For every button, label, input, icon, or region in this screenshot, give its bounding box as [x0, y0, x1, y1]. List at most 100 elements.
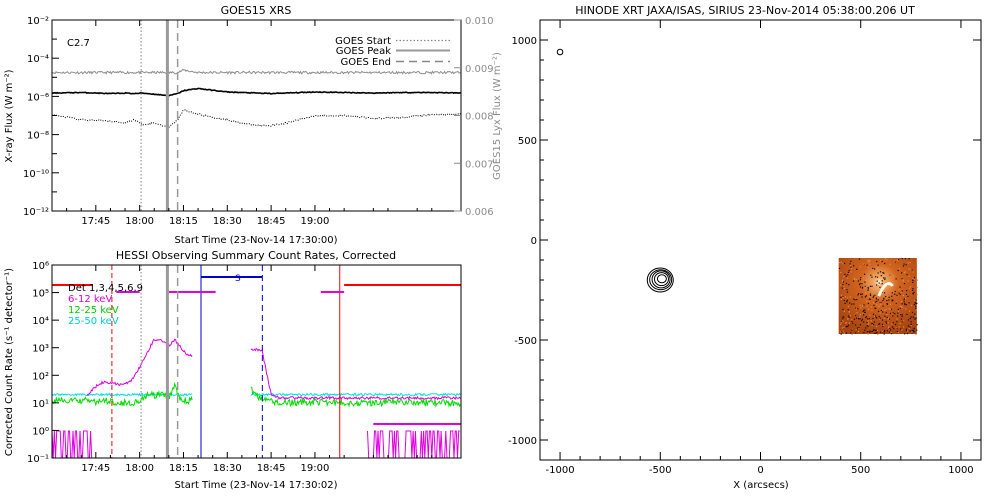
map-speckle-dot — [861, 296, 863, 298]
map-speckle-dot — [863, 321, 865, 323]
map-speckle-dot — [853, 277, 855, 279]
hessi-legend-det: Det 1,3,4,5,6,9 — [68, 283, 143, 294]
map-speckle-dot — [889, 303, 891, 306]
map-speckle-dot — [842, 330, 844, 332]
map-speckle-dot — [914, 299, 916, 301]
map-speckle-dot — [851, 333, 853, 335]
map-speckle-dot — [911, 331, 913, 333]
map-speckle-dot — [864, 286, 866, 288]
map-speckle-dot — [875, 297, 877, 299]
map-speckle-dot — [876, 284, 878, 286]
map-speckle-dot — [864, 285, 866, 288]
map-x-ticks: -1000 -500 0 500 1000 — [539, 20, 982, 476]
map-speckle-dot — [873, 323, 875, 326]
map-speckle-dot — [901, 306, 903, 308]
goes-series-lyx — [51, 68, 462, 75]
map-speckle-dot — [869, 285, 871, 287]
map-speckle-dot — [860, 293, 862, 296]
map-speckle-dot — [912, 331, 914, 333]
map-speckle-dot — [878, 315, 880, 318]
map-speckle-dot — [840, 331, 842, 333]
map-speckle-dot — [904, 303, 906, 305]
map-speckle-dot — [862, 311, 864, 313]
map-speckle-dot — [840, 284, 842, 286]
map-speckle-dot — [888, 325, 890, 327]
map-speckle-dot — [874, 294, 876, 296]
map-speckle-dot — [843, 316, 845, 318]
map-speckle-dot — [883, 333, 885, 335]
map-speckle-dot — [847, 325, 849, 328]
hessi-x-tick-label: 19:00 — [301, 463, 330, 474]
map-speckle-dot — [857, 294, 859, 296]
map-speckle-dot — [866, 264, 868, 266]
goes-x-tick-label: 18:00 — [125, 216, 154, 227]
map-speckle-dot — [901, 303, 903, 305]
map-speckle-dot — [851, 303, 853, 305]
map-speckle-dot — [838, 267, 841, 269]
map-speckle-dot — [900, 328, 902, 330]
map-speckle-dot — [842, 321, 844, 323]
map-speckle-dot — [887, 322, 889, 324]
map-speckle-dot — [903, 263, 905, 265]
map-speckle-dot — [850, 260, 852, 262]
hessi-y-tick-label: 10⁰ — [32, 426, 49, 437]
map-speckle-dot — [901, 272, 903, 274]
map-speckle-dot — [879, 318, 881, 320]
map-x-tick-label: -500 — [649, 465, 672, 476]
map-speckle-dot — [876, 276, 879, 278]
map-speckle-dot — [879, 289, 881, 292]
goes-y-tick-label: 10⁻⁸ — [27, 131, 49, 142]
map-speckle-dot — [860, 277, 862, 279]
hessi-y-tick-label: 10¹ — [32, 399, 49, 410]
map-speckle-dot — [901, 290, 903, 292]
map-speckle-dot — [858, 284, 861, 286]
map-speckle-dot — [904, 271, 906, 273]
map-speckle-dot — [908, 327, 910, 329]
map-speckle-dot — [867, 297, 869, 299]
map-speckle-dot — [902, 294, 904, 296]
map-y-tick-label: 1000 — [512, 36, 537, 47]
map-speckle-dot — [899, 286, 901, 288]
map-speckle-dot — [849, 314, 851, 317]
map-speckle-dot — [876, 267, 878, 269]
map-speckle-dot — [911, 332, 913, 334]
map-speckle-dot — [916, 294, 918, 296]
map-speckle-dot — [869, 314, 871, 316]
hessi-x-tick-label: 18:00 — [125, 463, 154, 474]
map-speckle-dot — [876, 304, 878, 306]
map-speckle-dot — [891, 295, 893, 297]
map-speckle-dot — [912, 329, 914, 332]
map-speckle-dot — [886, 313, 888, 316]
map-speckle-dot — [894, 261, 896, 263]
map-speckle-dot — [904, 298, 906, 300]
map-speckle-dot — [876, 325, 878, 328]
map-speckle-dot — [868, 298, 870, 300]
map-speckle-dot — [868, 261, 870, 263]
map-speckle-dot — [857, 280, 859, 282]
map-speckle-dot — [865, 316, 868, 318]
map-speckle-dot — [882, 305, 884, 307]
map-speckle-dot — [839, 262, 841, 264]
map-speckle-dot — [893, 277, 895, 279]
map-speckle-dot — [905, 330, 907, 332]
map-xrt-speckle — [838, 258, 918, 336]
map-speckle-dot — [907, 262, 909, 264]
map-bright-loop — [877, 282, 894, 297]
map-speckle-dot — [843, 285, 845, 287]
map-speckle-dot — [890, 332, 892, 334]
map-speckle-dot — [891, 326, 894, 328]
map-speckle-dot — [891, 323, 893, 325]
map-speckle-dot — [886, 292, 888, 295]
map-speckle-dot — [849, 296, 851, 298]
map-speckle-dot — [862, 312, 864, 314]
map-speckle-dot — [846, 300, 848, 302]
map-speckle-dot — [874, 315, 876, 317]
map-speckle-dot — [844, 296, 847, 298]
map-speckle-dot — [880, 301, 882, 304]
map-speckle-dot — [903, 271, 905, 274]
map-speckle-dot — [898, 326, 900, 328]
goes-panel: GOES15 XRS C2.7 17:45 18:00 18:15 18:30 18:4… — [4, 4, 503, 246]
map-speckle-dot — [864, 293, 866, 295]
map-speckle-dot — [888, 299, 890, 301]
map-speckle-dot — [912, 289, 914, 291]
